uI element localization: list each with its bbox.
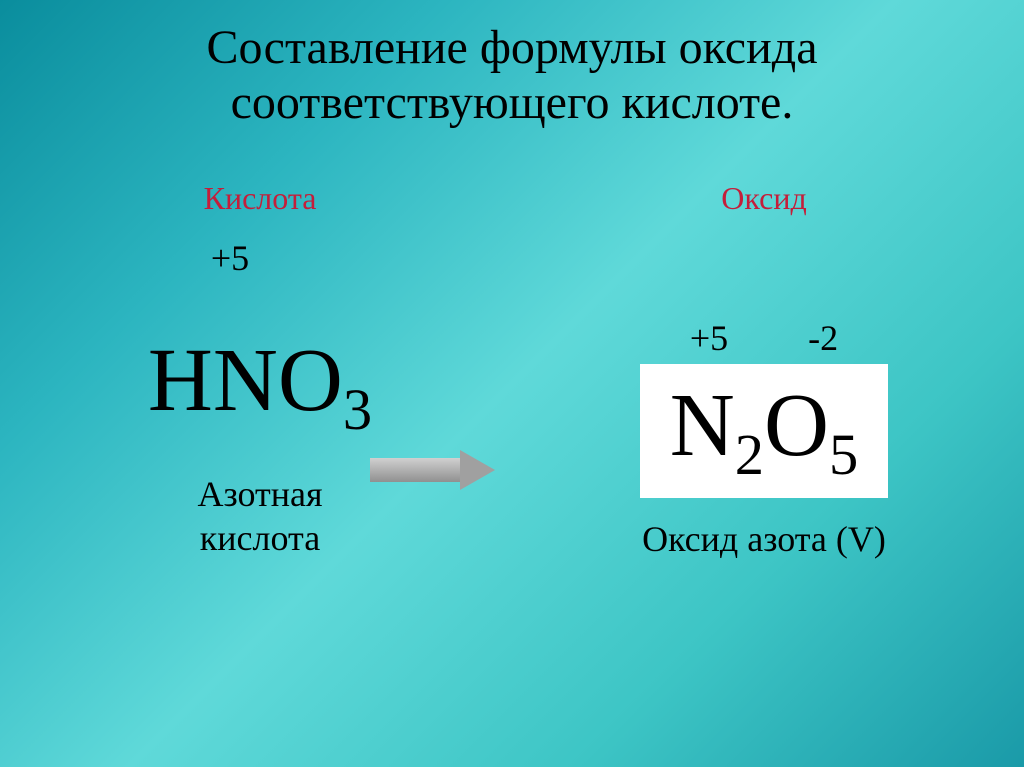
acid-formula: HNO3 (148, 329, 372, 443)
oxide-oxidation-row: +5 -2 (690, 317, 838, 359)
oxide-formula-n: N (670, 376, 735, 475)
title-line-1: Составление формулы оксида (0, 20, 1024, 75)
arrow-head (460, 450, 495, 490)
acid-formula-text: HNO (148, 331, 343, 430)
acid-formula-subscript: 3 (343, 377, 372, 442)
arrow-container (370, 450, 500, 490)
oxide-oxidation-wrapper: +5 -2 (690, 317, 838, 364)
acid-name: Азотная кислота (197, 473, 322, 559)
content-area: Кислота +5 HNO3 Азотная кислота Оксид +5… (0, 180, 1024, 561)
oxide-formula-sub-1: 2 (735, 422, 764, 487)
acid-label: Кислота (204, 180, 317, 217)
acid-column: Кислота +5 HNO3 Азотная кислота (60, 180, 460, 561)
arrow-icon (370, 450, 500, 490)
acid-name-line-1: Азотная (197, 473, 322, 516)
arrow-body (370, 458, 465, 482)
acid-name-line-2: кислота (197, 517, 322, 560)
acid-oxidation-state: +5 (211, 237, 249, 279)
oxide-oxidation-2: -2 (808, 317, 838, 359)
oxide-oxidation-1: +5 (690, 317, 728, 359)
slide-title: Составление формулы оксида соответствующ… (0, 0, 1024, 130)
oxide-label: Оксид (721, 180, 806, 217)
oxide-formula-o: O (764, 376, 829, 475)
oxide-formula-box: N2O5 (640, 364, 889, 498)
oxide-column: Оксид +5 -2 N2O5 Оксид азота (V) (564, 180, 964, 561)
oxide-name: Оксид азота (V) (642, 518, 886, 561)
oxide-formula: N2O5 (670, 374, 859, 488)
oxide-formula-sub-2: 5 (829, 422, 858, 487)
title-line-2: соответствующего кислоте. (0, 75, 1024, 130)
